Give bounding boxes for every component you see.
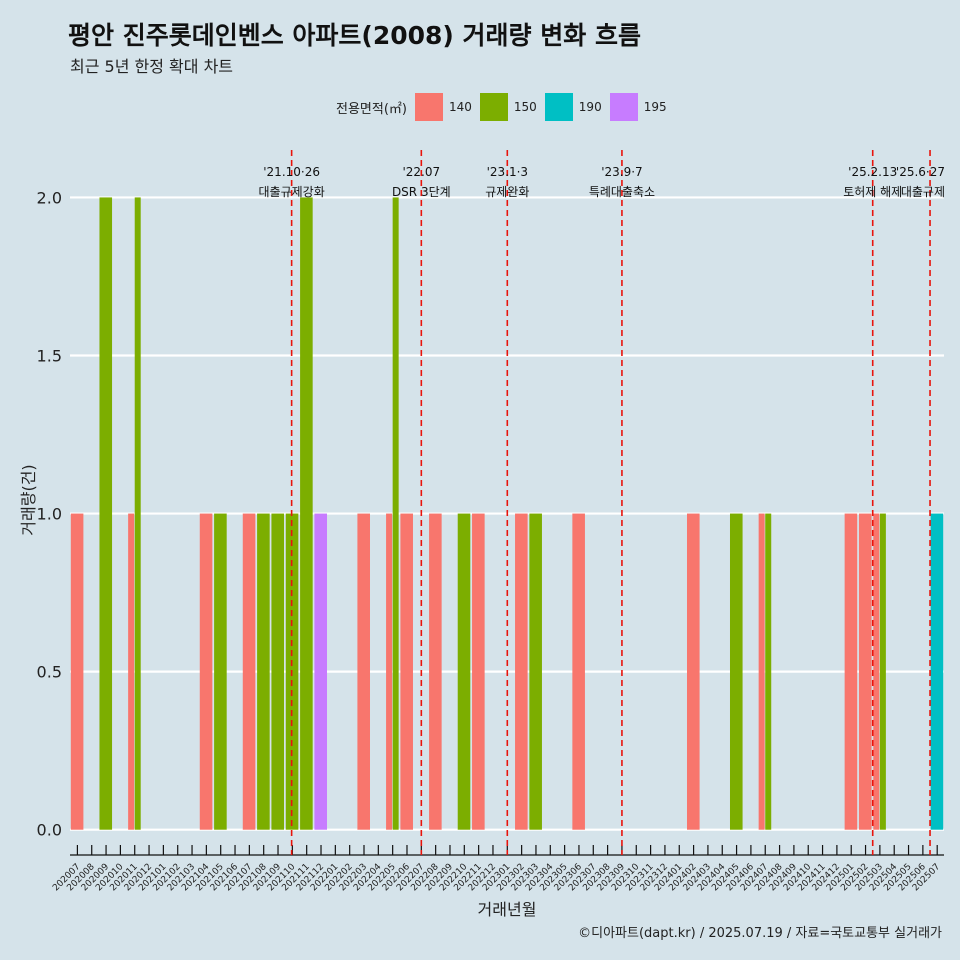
bar-150-202111 [300,197,313,830]
bar-140-202302 [515,513,528,830]
bar-150-202011 [134,197,141,830]
bar-140-202501 [844,513,858,830]
y-tick-label: 1.5 [37,346,62,365]
bar-150-202109 [271,513,285,830]
event-date-202301: '23.1·3 [487,165,528,179]
legend-item-195: 195 [609,93,667,121]
event-date-202207: '22.07 [402,165,440,179]
bar-140-202203 [357,513,370,830]
event-label-202502: 토허제 해제 [843,185,902,199]
bar-150-202503 [879,513,886,830]
event-date-202502: '25.2.13 [848,165,897,179]
legend-title: 전용면적(㎡) [336,101,407,117]
bar-140-202011 [128,513,135,830]
bar-150-202105 [214,513,227,830]
legend-item-140: 140 [414,93,472,121]
legend-item-190: 190 [544,93,602,121]
event-label-202301: 규제완화 [485,185,529,199]
legend-swatch-150 [479,93,508,121]
bar-140-202107 [242,513,256,830]
legend-swatch-195 [609,93,638,121]
bar-140-202007 [70,513,84,830]
legend: 전용면적(㎡) 140 150 190 195 [336,92,675,122]
event-label-202207: DSR 3단계 [392,185,451,199]
legend-label-195: 195 [643,100,667,114]
legend-label-140: 140 [448,100,472,114]
bar-140-202205 [386,513,393,830]
bar-140-202104 [199,513,213,830]
bar-190-202507 [930,513,944,830]
bar-140-202502 [858,513,872,830]
legend-swatch-190 [544,93,573,121]
event-label-202309: 특례대출축소 [589,185,655,199]
bar-150-202205 [392,197,399,830]
x-axis-title: 거래년월 [478,900,537,919]
legend-item-150: 150 [479,93,537,121]
chart-subtitle: 최근 5년 한정 확대 차트 [70,57,234,76]
y-tick-label: 1.0 [37,505,62,524]
bar-140-202206 [400,513,413,830]
chart-title: 평안 진주롯데인벤스 아파트(2008) 거래량 변화 흐름 [68,21,641,50]
event-date-202506: '25.6·27 [896,165,945,179]
event-date-202110: '21.10·26 [263,165,320,179]
source-caption: ©디아파트(dapt.kr) / 2025.07.19 / 자료=국토교통부 실… [578,926,942,941]
y-tick-label: 0.5 [37,663,62,682]
event-date-202309: '23.9·7 [601,165,642,179]
bar-150-202108 [257,513,270,830]
bar-150-202210 [457,513,471,830]
bar-140-202407 [758,513,765,830]
bar-140-202402 [686,513,700,830]
bar-195-202112 [314,513,328,830]
y-axis-title: 거래량(건) [19,464,38,535]
bar-150-202303 [529,513,542,830]
bar-150-202407 [765,513,772,830]
legend-label-190: 190 [578,100,602,114]
bar-150-202009 [99,197,113,830]
legend-label-150: 150 [513,100,537,114]
event-label-202110: 대출규제강화 [259,185,325,199]
bar-150-202405 [729,513,743,830]
bar-140-202211 [472,513,485,830]
y-tick-label: 2.0 [37,188,62,207]
bar-140-202306 [572,513,585,830]
legend-swatch-140 [414,93,443,121]
y-tick-label: 0.0 [37,821,62,840]
bar-140-202503 [873,513,880,830]
bar-140-202208 [429,513,442,830]
event-label-202506: 대출규제 [901,185,945,199]
